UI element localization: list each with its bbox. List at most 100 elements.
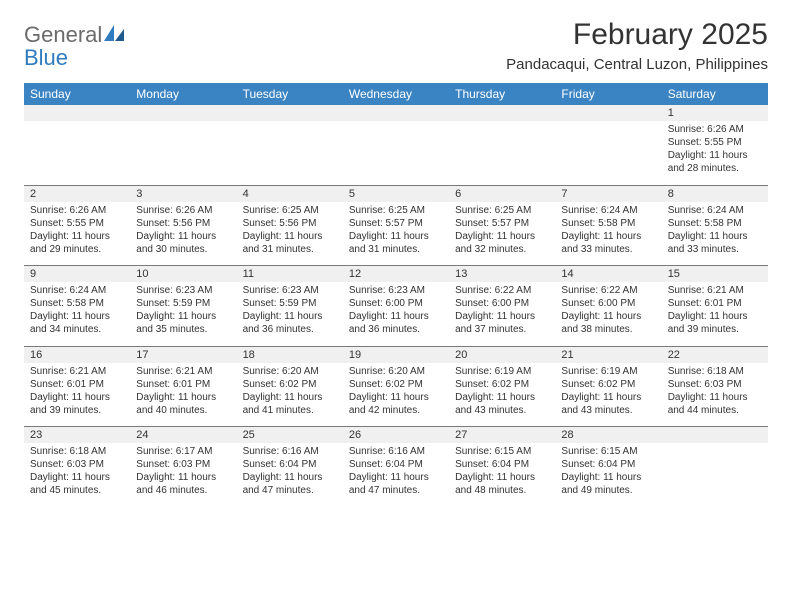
day-num: 2 [24,185,130,202]
day-detail: Sunrise: 6:23 AMSunset: 5:59 PMDaylight:… [237,282,343,346]
day-detail: Sunrise: 6:21 AMSunset: 6:01 PMDaylight:… [662,282,768,346]
title-block: February 2025 Pandacaqui, Central Luzon,… [506,18,768,73]
logo: General Blue [24,18,124,70]
day-header: Saturday [662,83,768,105]
day-num: 13 [449,266,555,283]
month-title: February 2025 [506,18,768,52]
detail-row: Sunrise: 6:21 AMSunset: 6:01 PMDaylight:… [24,363,768,427]
day-num: 4 [237,185,343,202]
day-detail [24,121,130,185]
detail-row: Sunrise: 6:26 AMSunset: 5:55 PMDaylight:… [24,202,768,266]
calendar-table: Sunday Monday Tuesday Wednesday Thursday… [24,83,768,507]
day-num: 10 [130,266,236,283]
day-detail: Sunrise: 6:17 AMSunset: 6:03 PMDaylight:… [130,443,236,507]
day-header: Tuesday [237,83,343,105]
day-detail: Sunrise: 6:26 AMSunset: 5:55 PMDaylight:… [662,121,768,185]
day-num: 8 [662,185,768,202]
day-num: 6 [449,185,555,202]
day-num: 28 [555,427,661,444]
day-num [343,105,449,121]
day-num: 12 [343,266,449,283]
detail-row: Sunrise: 6:24 AMSunset: 5:58 PMDaylight:… [24,282,768,346]
calendar-body: 1 Sunrise: 6:26 AMSunset: 5:55 PMDayligh… [24,105,768,507]
day-detail [555,121,661,185]
day-num: 22 [662,346,768,363]
day-detail: Sunrise: 6:18 AMSunset: 6:03 PMDaylight:… [24,443,130,507]
day-num [24,105,130,121]
day-header: Wednesday [343,83,449,105]
day-detail: Sunrise: 6:22 AMSunset: 6:00 PMDaylight:… [449,282,555,346]
day-header: Thursday [449,83,555,105]
day-num: 18 [237,346,343,363]
day-num [130,105,236,121]
day-detail: Sunrise: 6:15 AMSunset: 6:04 PMDaylight:… [449,443,555,507]
day-num: 3 [130,185,236,202]
day-detail: Sunrise: 6:20 AMSunset: 6:02 PMDaylight:… [237,363,343,427]
day-num: 15 [662,266,768,283]
logo-blue: Blue [24,45,68,70]
day-detail [662,443,768,507]
day-detail: Sunrise: 6:16 AMSunset: 6:04 PMDaylight:… [237,443,343,507]
day-num: 19 [343,346,449,363]
day-detail: Sunrise: 6:26 AMSunset: 5:56 PMDaylight:… [130,202,236,266]
day-num: 27 [449,427,555,444]
calendar-page: General Blue February 2025 Pandacaqui, C… [0,0,792,507]
day-num: 7 [555,185,661,202]
day-detail [237,121,343,185]
day-num-row: 23 24 25 26 27 28 [24,427,768,444]
logo-text-block: General Blue [24,24,124,70]
day-num [662,427,768,444]
day-detail: Sunrise: 6:20 AMSunset: 6:02 PMDaylight:… [343,363,449,427]
day-num: 21 [555,346,661,363]
day-header-row: Sunday Monday Tuesday Wednesday Thursday… [24,83,768,105]
day-detail: Sunrise: 6:24 AMSunset: 5:58 PMDaylight:… [555,202,661,266]
day-detail: Sunrise: 6:23 AMSunset: 6:00 PMDaylight:… [343,282,449,346]
page-header: General Blue February 2025 Pandacaqui, C… [24,18,768,73]
day-detail [449,121,555,185]
day-num-row: 1 [24,105,768,121]
day-num-row: 16 17 18 19 20 21 22 [24,346,768,363]
day-num: 11 [237,266,343,283]
day-detail: Sunrise: 6:22 AMSunset: 6:00 PMDaylight:… [555,282,661,346]
day-detail: Sunrise: 6:15 AMSunset: 6:04 PMDaylight:… [555,443,661,507]
day-detail: Sunrise: 6:19 AMSunset: 6:02 PMDaylight:… [449,363,555,427]
day-detail: Sunrise: 6:21 AMSunset: 6:01 PMDaylight:… [130,363,236,427]
day-num: 16 [24,346,130,363]
day-num: 23 [24,427,130,444]
day-detail: Sunrise: 6:18 AMSunset: 6:03 PMDaylight:… [662,363,768,427]
day-num: 17 [130,346,236,363]
day-detail: Sunrise: 6:26 AMSunset: 5:55 PMDaylight:… [24,202,130,266]
day-num: 14 [555,266,661,283]
day-detail [130,121,236,185]
day-num: 9 [24,266,130,283]
day-num: 5 [343,185,449,202]
day-detail [343,121,449,185]
day-num: 26 [343,427,449,444]
detail-row: Sunrise: 6:26 AMSunset: 5:55 PMDaylight:… [24,121,768,185]
day-detail: Sunrise: 6:25 AMSunset: 5:57 PMDaylight:… [343,202,449,266]
logo-sail-icon [104,25,124,46]
day-detail: Sunrise: 6:19 AMSunset: 6:02 PMDaylight:… [555,363,661,427]
day-detail: Sunrise: 6:23 AMSunset: 5:59 PMDaylight:… [130,282,236,346]
day-num [555,105,661,121]
location: Pandacaqui, Central Luzon, Philippines [506,56,768,73]
day-num: 25 [237,427,343,444]
day-header: Monday [130,83,236,105]
day-detail: Sunrise: 6:24 AMSunset: 5:58 PMDaylight:… [24,282,130,346]
day-detail: Sunrise: 6:24 AMSunset: 5:58 PMDaylight:… [662,202,768,266]
day-num: 24 [130,427,236,444]
day-num [449,105,555,121]
day-detail: Sunrise: 6:16 AMSunset: 6:04 PMDaylight:… [343,443,449,507]
detail-row: Sunrise: 6:18 AMSunset: 6:03 PMDaylight:… [24,443,768,507]
day-num: 20 [449,346,555,363]
logo-general: General [24,22,102,47]
day-detail: Sunrise: 6:21 AMSunset: 6:01 PMDaylight:… [24,363,130,427]
day-num [237,105,343,121]
day-num: 1 [662,105,768,121]
day-num-row: 2 3 4 5 6 7 8 [24,185,768,202]
day-header: Sunday [24,83,130,105]
day-header: Friday [555,83,661,105]
day-detail: Sunrise: 6:25 AMSunset: 5:56 PMDaylight:… [237,202,343,266]
day-detail: Sunrise: 6:25 AMSunset: 5:57 PMDaylight:… [449,202,555,266]
day-num-row: 9 10 11 12 13 14 15 [24,266,768,283]
